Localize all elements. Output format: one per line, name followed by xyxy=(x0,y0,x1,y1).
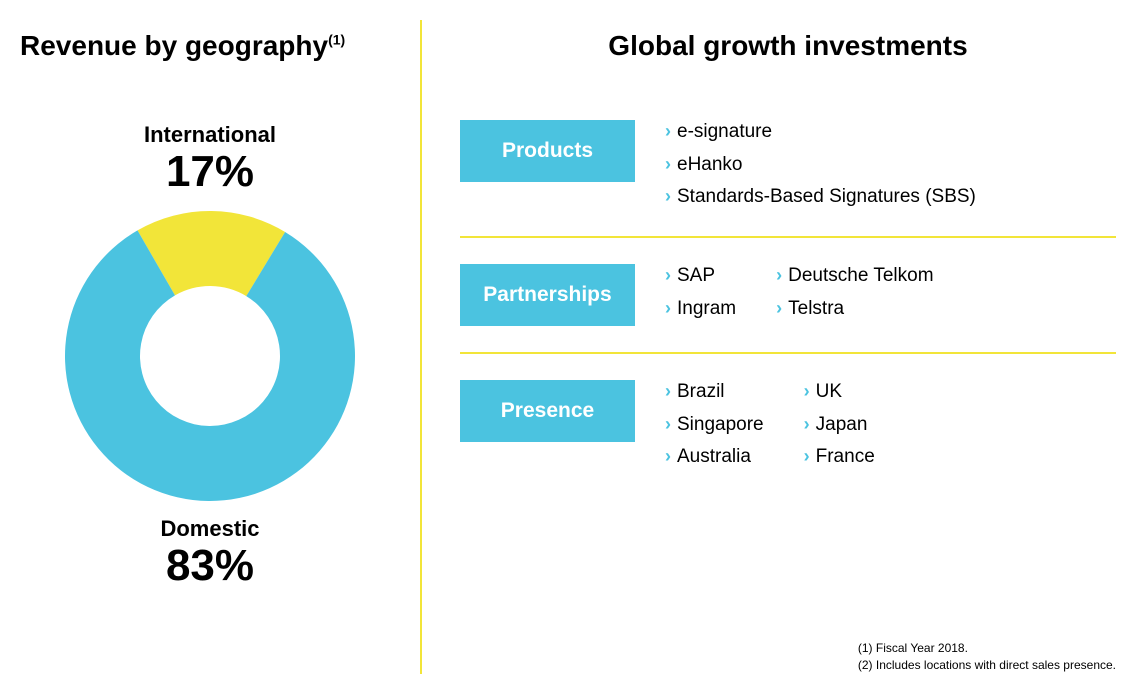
item-text: Telstra xyxy=(788,297,844,322)
item-text: Deutsche Telkom xyxy=(788,264,933,289)
item-text: Singapore xyxy=(677,413,764,438)
list-item: › Brazil xyxy=(665,380,764,405)
list-item: › France xyxy=(804,445,875,470)
category-box-products: Products xyxy=(460,120,635,182)
list-item: › Australia xyxy=(665,445,764,470)
left-panel: Revenue by geography(1) International 17… xyxy=(0,0,420,694)
label-domestic-value: 83% xyxy=(50,542,370,590)
row-divider xyxy=(460,236,1116,238)
category-items: › Brazil › Singapore › Australia › UK › Japan › Fra… xyxy=(665,380,1116,470)
list-item: › Ingram xyxy=(665,297,736,322)
item-text: eHanko xyxy=(677,153,743,178)
chevron-icon: › xyxy=(665,380,671,403)
chevron-icon: › xyxy=(776,264,782,287)
footnote: (2) Includes locations with direct sales… xyxy=(858,657,1116,674)
chevron-icon: › xyxy=(804,445,810,468)
list-item: › SAP xyxy=(665,264,736,289)
chevron-icon: › xyxy=(776,297,782,320)
list-item: › eHanko xyxy=(665,153,976,178)
item-text: Standards-Based Signatures (SBS) xyxy=(677,185,976,210)
category-items: › e-signature › eHanko › Standards-Based Sign… xyxy=(665,120,1116,210)
row-divider xyxy=(460,352,1116,354)
item-column: › e-signature › eHanko › Standards-Based Sign… xyxy=(665,120,976,210)
list-item: › Japan xyxy=(804,413,875,438)
item-column: › Brazil › Singapore › Australia xyxy=(665,380,764,470)
item-text: SAP xyxy=(677,264,715,289)
categories-list: Products › e-signature › eHanko › Standards-Ba… xyxy=(460,102,1116,488)
left-title: Revenue by geography(1) xyxy=(20,30,400,62)
label-domestic-name: Domestic xyxy=(50,516,370,542)
list-item: › e-signature xyxy=(665,120,976,145)
item-text: Japan xyxy=(816,413,868,438)
left-title-text: Revenue by geography xyxy=(20,30,328,61)
footnotes: (1) Fiscal Year 2018.(2) Includes locati… xyxy=(858,640,1116,674)
list-item: › Telstra xyxy=(776,297,933,322)
label-international-name: International xyxy=(50,122,370,148)
item-text: Australia xyxy=(677,445,751,470)
chevron-icon: › xyxy=(665,185,671,208)
chevron-icon: › xyxy=(665,297,671,320)
footnote: (1) Fiscal Year 2018. xyxy=(858,640,1116,657)
category-items: › SAP › Ingram › Deutsche Telkom › Telstra xyxy=(665,264,1116,321)
category-row-products: Products › e-signature › eHanko › Standards-Ba… xyxy=(460,102,1116,228)
donut-chart xyxy=(60,206,360,506)
item-text: Brazil xyxy=(677,380,725,405)
right-title: Global growth investments xyxy=(460,30,1116,62)
chevron-icon: › xyxy=(804,380,810,403)
category-box-partnerships: Partnerships xyxy=(460,264,635,326)
list-item: › UK xyxy=(804,380,875,405)
item-text: Ingram xyxy=(677,297,736,322)
category-box-presence: Presence xyxy=(460,380,635,442)
right-panel: Global growth investments Products › e-sig… xyxy=(420,0,1146,694)
label-international-value: 17% xyxy=(50,148,370,196)
left-title-sup: (1) xyxy=(328,32,345,48)
item-column: › SAP › Ingram xyxy=(665,264,736,321)
donut-label-bottom: Domestic 83% xyxy=(50,516,370,590)
donut-wrapper: International 17% Domestic 83% xyxy=(50,82,370,591)
category-row-partnerships: Partnerships›SAP›Ingram›Deutsche Telkom›… xyxy=(460,246,1116,344)
chevron-icon: › xyxy=(665,264,671,287)
category-row-presence: Presence › Brazil › Singapore › Australia › UK › J… xyxy=(460,362,1116,488)
item-text: UK xyxy=(816,380,842,405)
item-text: France xyxy=(816,445,875,470)
item-column: › Deutsche Telkom › Telstra xyxy=(776,264,933,321)
item-column: › UK › Japan › France xyxy=(804,380,875,470)
chevron-icon: › xyxy=(665,153,671,176)
donut-label-top: International 17% xyxy=(50,122,370,196)
chevron-icon: › xyxy=(665,445,671,468)
slide-container: Revenue by geography(1) International 17… xyxy=(0,0,1146,694)
item-text: e-signature xyxy=(677,120,772,145)
chevron-icon: › xyxy=(804,413,810,436)
list-item: › Singapore xyxy=(665,413,764,438)
chevron-icon: › xyxy=(665,413,671,436)
list-item: › Standards-Based Signatures (SBS) xyxy=(665,185,976,210)
list-item: › Deutsche Telkom xyxy=(776,264,933,289)
chevron-icon: › xyxy=(665,120,671,143)
